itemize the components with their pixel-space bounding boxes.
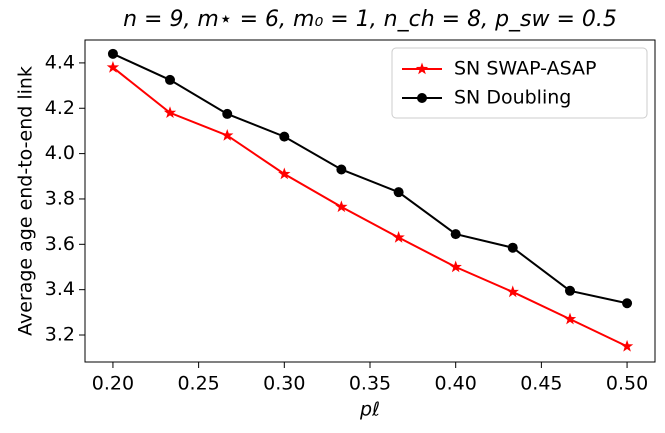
y-axis-label: Average age end-to-end link: [15, 66, 37, 336]
y-tick-label: 4.0: [45, 142, 75, 164]
marker: [415, 62, 429, 75]
line: [112, 66, 628, 348]
marker: [279, 131, 290, 142]
x-axis-label: pℓ: [359, 399, 380, 421]
legend-box: [391, 47, 648, 119]
x-tick-label: 0.40: [435, 373, 477, 395]
x-tick-label: 0.20: [92, 373, 134, 395]
marker: [620, 339, 634, 352]
marker: [392, 231, 405, 243]
marker: [222, 108, 233, 119]
marker: [221, 128, 234, 141]
marker: [106, 60, 120, 73]
chart-title: n = 9, m⋆ = 6, m₀ = 1, n_ch = 8, p_sw = …: [123, 7, 617, 32]
legend-label: SN Doubling: [454, 87, 571, 109]
marker: [450, 229, 461, 240]
y-tick-label: 4.4: [45, 51, 75, 73]
y-tick-label: 3.4: [45, 278, 75, 300]
marker: [449, 260, 462, 273]
legend-label: SN SWAP-ASAP: [454, 58, 596, 80]
x-tick-label: 0.45: [520, 373, 562, 395]
marker: [278, 167, 291, 180]
marker: [165, 74, 176, 85]
y-tick-label: 4.2: [45, 97, 75, 119]
marker: [336, 164, 347, 175]
marker: [622, 298, 633, 309]
marker: [335, 200, 348, 213]
marker: [163, 106, 177, 119]
series: [107, 48, 633, 309]
marker: [393, 187, 404, 198]
y-tick-label: 3.8: [45, 187, 75, 209]
x-tick-label: 0.50: [606, 373, 648, 395]
marker: [507, 242, 518, 253]
marker: [417, 93, 427, 103]
legend: SN SWAP-ASAP SN Doubling: [391, 47, 648, 119]
series: [106, 60, 634, 352]
x-tick-label: 0.30: [263, 373, 305, 395]
line: [112, 52, 628, 305]
x-tick-label: 0.35: [349, 373, 391, 395]
marker: [506, 285, 519, 298]
y-tick-label: 3.2: [45, 324, 75, 346]
x-tick-label: 0.25: [177, 373, 219, 395]
marker: [564, 285, 575, 296]
y-tick-label: 3.6: [45, 233, 75, 255]
plot-frame: [84, 39, 656, 363]
marker: [107, 48, 118, 59]
marker: [563, 312, 577, 325]
